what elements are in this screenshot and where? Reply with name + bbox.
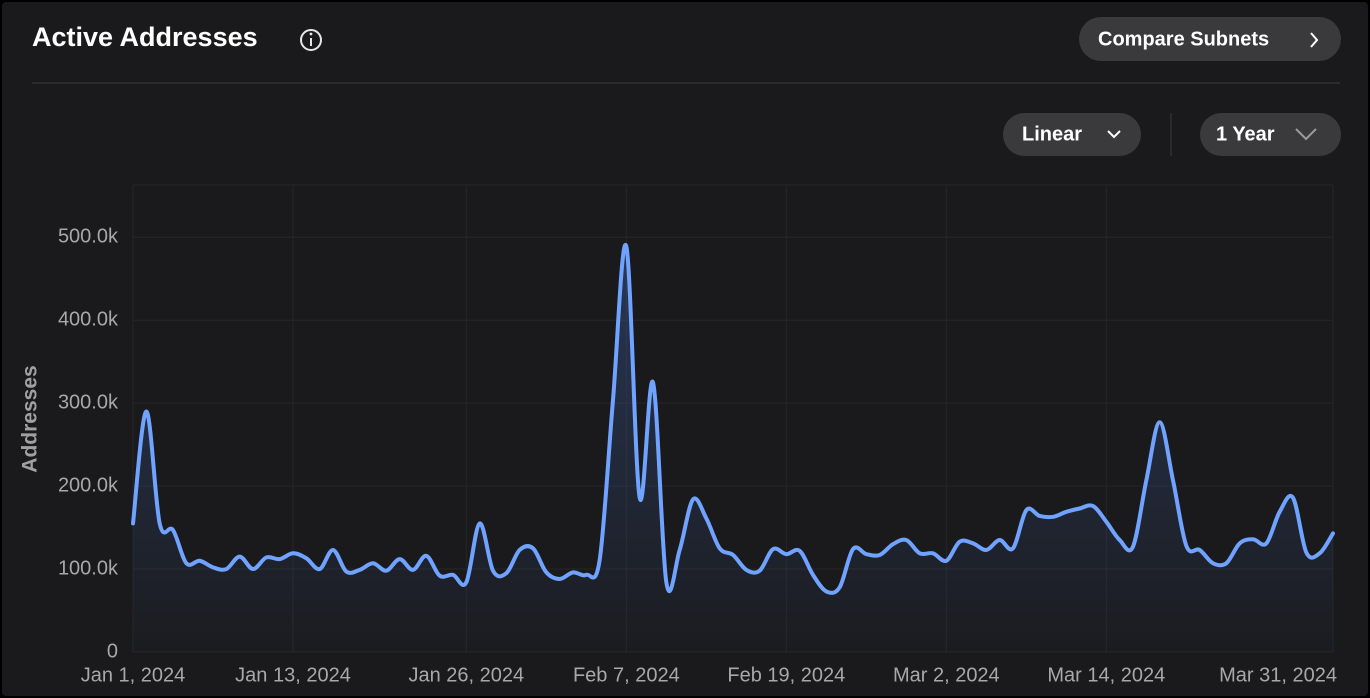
y-tick-label: 500.0k <box>58 226 119 248</box>
info-icon[interactable] <box>300 29 322 51</box>
y-tick-label: 200.0k <box>58 474 119 496</box>
y-tick-label: 100.0k <box>58 557 119 579</box>
range-select[interactable]: 1 Year <box>1200 113 1341 156</box>
x-tick-label: Mar 31, 2024 <box>1219 664 1337 686</box>
x-tick-label: Jan 13, 2024 <box>235 664 351 686</box>
x-tick-label: Feb 19, 2024 <box>727 664 845 686</box>
select-label: Linear <box>1022 123 1082 145</box>
y-tick-label: 0 <box>107 640 118 662</box>
select-label: 1 Year <box>1216 123 1275 145</box>
compare-button[interactable]: Compare Subnets <box>1079 17 1341 61</box>
scale-select[interactable]: Linear <box>1003 113 1141 156</box>
area <box>133 244 1333 653</box>
y-tick-label: 300.0k <box>58 391 119 413</box>
line <box>131 242 1335 595</box>
y-tick-label: 400.0k <box>58 308 119 330</box>
x-tick-label: Mar 2, 2024 <box>893 664 1000 686</box>
x-tick-label: Jan 26, 2024 <box>409 664 525 686</box>
x-tick-label: Mar 14, 2024 <box>1047 664 1165 686</box>
button-label: Compare Subnets <box>1098 28 1269 50</box>
chart-title: Active Addresses <box>32 22 258 52</box>
x-tick-label: Feb 7, 2024 <box>573 664 680 686</box>
y-axis-label: Addresses <box>19 365 42 472</box>
x-tick-label: Jan 1, 2024 <box>81 664 186 686</box>
